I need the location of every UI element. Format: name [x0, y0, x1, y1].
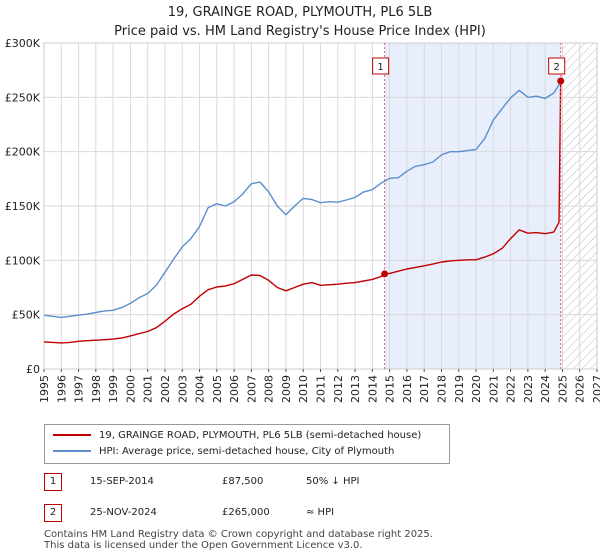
x-tick-label: 2006	[228, 375, 241, 403]
attribution-footer: Contains HM Land Registry data © Crown c…	[44, 529, 433, 551]
x-tick-label: 2021	[487, 375, 500, 403]
sale-1-marker	[381, 270, 389, 278]
x-tick-label: 1998	[90, 375, 103, 403]
hpi-line	[43, 77, 564, 319]
title-line-2: Price paid vs. HM Land Registry's House …	[114, 24, 486, 39]
y-tick-label: £0	[26, 363, 40, 376]
x-tick-label: 2007	[245, 375, 258, 403]
x-tick-label: 2001	[142, 375, 155, 403]
x-tick-label: 2016	[401, 375, 414, 403]
footer-line-2: This data is licensed under the Open Gov…	[44, 540, 363, 551]
sale-date-1: 15-SEP-2014	[90, 476, 154, 487]
x-tick-label: 2022	[505, 375, 518, 403]
title-line-1: 19, GRAINGE ROAD, PLYMOUTH, PL6 5LB	[167, 5, 433, 20]
sale-date-2: 25-NOV-2024	[90, 507, 157, 518]
sale-2-label: 2	[554, 62, 560, 73]
x-tick-label: 1999	[107, 375, 120, 403]
x-tick-label: 2002	[159, 375, 172, 403]
x-tick-label: 2027	[591, 375, 600, 403]
x-tick-label: 2023	[522, 375, 535, 403]
x-tick-label: 2026	[574, 375, 587, 403]
x-tick-label: 2010	[297, 375, 310, 403]
property-price-line	[43, 80, 563, 344]
y-tick-label: £250K	[5, 91, 41, 104]
x-tick-label: 2018	[435, 375, 448, 403]
sale-1-label-box	[372, 57, 390, 75]
legend-swatch-property	[53, 434, 91, 436]
footer-line-1: Contains HM Land Registry data © Crown c…	[44, 529, 433, 540]
chart-legend: 19, GRAINGE ROAD, PLYMOUTH, PL6 5LB (sem…	[44, 424, 450, 464]
x-tick-label: 2003	[176, 375, 189, 403]
x-tick-label: 2005	[211, 375, 224, 403]
x-tick-label: 2013	[349, 375, 362, 403]
sale-price-1: £87,500	[222, 476, 264, 487]
x-tick-label: 2024	[539, 375, 552, 403]
x-tick-label: 2004	[194, 375, 207, 403]
legend-label-hpi: HPI: Average price, semi-detached house,…	[99, 446, 395, 457]
sale-2-label-box	[548, 57, 566, 75]
x-tick-label: 2000	[124, 375, 137, 403]
x-tick-label: 2020	[470, 375, 483, 403]
x-tick-label: 2011	[315, 375, 328, 403]
x-tick-label: 2025	[556, 375, 569, 403]
legend-entry-property: 19, GRAINGE ROAD, PLYMOUTH, PL6 5LB (sem…	[53, 428, 421, 444]
x-tick-label: 1997	[73, 375, 86, 403]
x-tick-label: 1995	[38, 375, 51, 403]
sale-relation-2: ≈ HPI	[306, 507, 335, 518]
sale-badge-2: 2	[44, 504, 62, 522]
price-chart: £0 £50K £100K £150K £200K £250K £300K 1995 1996 1…	[5, 37, 600, 403]
x-tick-label: 2009	[280, 375, 293, 403]
x-tick-label: 2019	[453, 375, 466, 403]
y-tick-label: £200K	[5, 146, 41, 159]
sale-badge-1: 1	[44, 473, 62, 491]
sale-price-2: £265,000	[222, 507, 270, 518]
x-tick-label: 2008	[263, 375, 276, 403]
x-tick-label: 2017	[418, 375, 431, 403]
sale-relation-1: 50% ↓ HPI	[306, 476, 360, 487]
legend-label-property: 19, GRAINGE ROAD, PLYMOUTH, PL6 5LB (sem…	[99, 430, 422, 441]
y-tick-label: £50K	[12, 309, 41, 322]
sale-1-label: 1	[377, 62, 383, 73]
y-tick-label: £150K	[5, 200, 41, 213]
y-tick-label: £100K	[5, 254, 41, 267]
legend-swatch-hpi	[53, 450, 91, 452]
y-tick-label: £300K	[5, 37, 41, 50]
x-tick-label: 2014	[366, 375, 379, 403]
x-tick-label: 2015	[384, 375, 397, 403]
legend-entry-hpi: HPI: Average price, semi-detached house,…	[53, 444, 394, 460]
sale-2-marker	[557, 77, 565, 85]
x-tick-label: 2012	[332, 375, 345, 403]
chart-title: 19, GRAINGE ROAD, PLYMOUTH, PL6 5LB Pric…	[0, 3, 600, 41]
x-tick-label: 1996	[55, 375, 68, 403]
